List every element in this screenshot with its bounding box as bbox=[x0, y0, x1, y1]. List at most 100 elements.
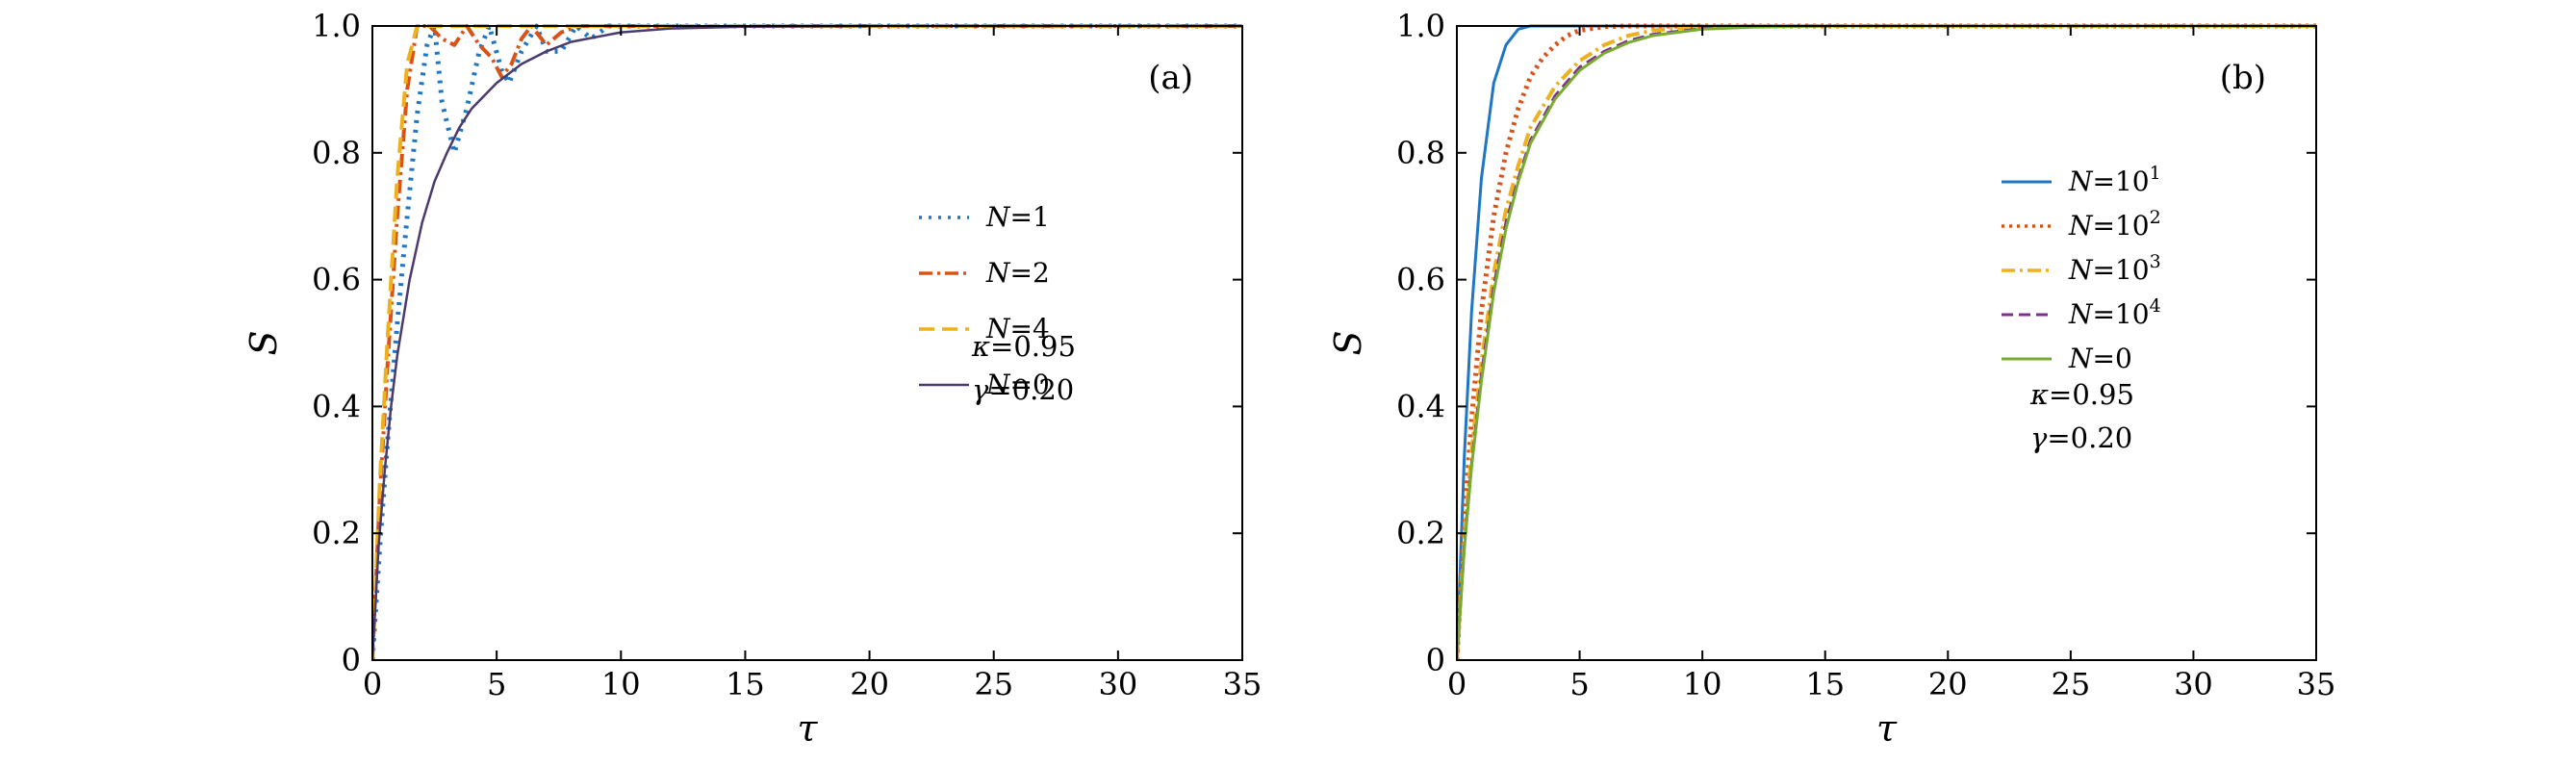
annotation-line-0: κ=0.95 bbox=[971, 330, 1076, 363]
legend: N=1N=2N=4N=0 bbox=[919, 201, 1050, 400]
legend-symbol: N bbox=[2068, 210, 2094, 242]
legend-entry-1: N=2 bbox=[985, 257, 1050, 289]
axes-frame bbox=[1456, 25, 2317, 661]
series-group bbox=[372, 23, 1242, 660]
legend-equals: = bbox=[1010, 201, 1033, 233]
y-tick-label: 0.8 bbox=[1396, 135, 1445, 171]
x-tick-label: 5 bbox=[487, 666, 506, 702]
x-tick-label: 10 bbox=[601, 666, 641, 702]
legend-value: 0 bbox=[1033, 369, 1050, 400]
legend-exponent: 2 bbox=[2150, 207, 2161, 228]
legend-symbol: N bbox=[985, 369, 1011, 400]
legend-equals: = bbox=[2093, 166, 2115, 197]
legend-entry-0: N=1 bbox=[985, 201, 1050, 233]
legend-equals: = bbox=[2093, 254, 2115, 286]
annotation-value: 0.95 bbox=[1013, 330, 1076, 363]
legend-entry-1: N=102 bbox=[2068, 207, 2161, 242]
annotation-equals: = bbox=[2047, 421, 2070, 454]
y-tick-label: 0.4 bbox=[1396, 388, 1445, 424]
x-tick-label: 20 bbox=[850, 666, 889, 702]
y-axis-label: S bbox=[242, 330, 285, 355]
y-tick-label: 1.0 bbox=[312, 8, 361, 44]
x-tick-label: 15 bbox=[1805, 666, 1845, 702]
x-tick-label: 20 bbox=[1928, 666, 1968, 702]
panel-1: 0 5 10 15 20 25 30 3500.20.40.60.81.0τS(b)N=101… bbox=[1327, 8, 2335, 750]
legend-symbol: N bbox=[985, 201, 1011, 233]
annotation-value: 0.95 bbox=[2072, 378, 2134, 411]
x-tick-label: 5 bbox=[1569, 666, 1589, 702]
series-line-2 bbox=[1457, 24, 2316, 660]
annotation-line-1: γ=0.20 bbox=[972, 373, 1074, 406]
x-tick-label: 25 bbox=[2051, 666, 2090, 702]
series-line-3 bbox=[1457, 24, 2316, 660]
y-tick-label: 0.2 bbox=[312, 515, 361, 551]
annotation-equals: = bbox=[988, 373, 1011, 406]
y-axis-label: S bbox=[1327, 330, 1369, 355]
x-tick-label: 35 bbox=[2297, 666, 2336, 702]
legend-value: 10 bbox=[2115, 298, 2150, 330]
legend-entry-0: N=101 bbox=[2068, 163, 2161, 197]
x-tick-label: 30 bbox=[1098, 666, 1137, 702]
legend-entry-2: N=4 bbox=[985, 313, 1050, 344]
legend-exponent: 4 bbox=[2150, 295, 2161, 317]
legend-equals: = bbox=[1010, 257, 1033, 289]
legend-value: 10 bbox=[2115, 254, 2150, 286]
y-tick-label: 0.8 bbox=[312, 135, 361, 171]
y-tick-label: 0 bbox=[342, 642, 361, 678]
y-tick-label: 0.6 bbox=[1396, 262, 1445, 298]
x-tick-label: 30 bbox=[2174, 666, 2213, 702]
series-line-0 bbox=[1457, 24, 2316, 660]
annotation-value: 0.20 bbox=[1012, 373, 1075, 406]
series-line-0 bbox=[372, 23, 1242, 660]
x-tick-label: 10 bbox=[1683, 666, 1722, 702]
x-tick-label: 0 bbox=[1447, 666, 1467, 702]
panel-label: (b) bbox=[2220, 59, 2266, 97]
legend-equals: = bbox=[1010, 313, 1033, 344]
legend-value: 10 bbox=[2115, 166, 2150, 197]
x-tick-label: 25 bbox=[974, 666, 1013, 702]
series-line-1 bbox=[372, 24, 1242, 660]
legend-value: 0 bbox=[2115, 343, 2132, 374]
panel-label: (a) bbox=[1148, 59, 1193, 97]
series-line-2 bbox=[372, 24, 1242, 660]
legend-value: 10 bbox=[2115, 210, 2150, 242]
legend-symbol: N bbox=[2068, 166, 2094, 197]
panel-0: 0 5 10 15 20 25 30 3500.20.40.60.81.0τS(a)N=1N=… bbox=[242, 8, 1262, 750]
series-line-1 bbox=[1457, 23, 2316, 660]
y-tick-label: 0.6 bbox=[312, 262, 361, 298]
annotation-value: 0.20 bbox=[2071, 421, 2133, 454]
y-tick-label: 0.2 bbox=[1396, 515, 1445, 551]
legend-symbol: N bbox=[985, 313, 1011, 344]
legend-equals: = bbox=[1010, 369, 1033, 400]
legend-symbol: N bbox=[2068, 343, 2094, 374]
x-axis-label: τ bbox=[1876, 707, 1898, 750]
x-tick-label: 15 bbox=[726, 666, 765, 702]
legend-symbol: N bbox=[2068, 254, 2094, 286]
legend-equals: = bbox=[2093, 210, 2115, 242]
y-tick-label: 0.4 bbox=[312, 388, 361, 424]
x-tick-label: 35 bbox=[1223, 666, 1262, 702]
legend-exponent: 1 bbox=[2150, 163, 2161, 184]
annotation-line-0: κ=0.95 bbox=[2029, 378, 2134, 411]
y-tick-label: 1.0 bbox=[1396, 8, 1445, 44]
legend-value: 1 bbox=[1033, 201, 1050, 233]
annotation-equals: = bbox=[990, 330, 1013, 363]
annotation-equals: = bbox=[2049, 378, 2072, 411]
x-tick-label: 0 bbox=[363, 666, 382, 702]
annotation-symbol: γ bbox=[972, 373, 989, 406]
legend-value: 4 bbox=[1033, 313, 1050, 344]
annotation-symbol: κ bbox=[2029, 378, 2049, 411]
series-group bbox=[1457, 23, 2316, 660]
series-line-3 bbox=[372, 24, 1242, 660]
legend-symbol: N bbox=[985, 257, 1011, 289]
x-axis-label: τ bbox=[797, 707, 818, 750]
legend-entry-3: N=0 bbox=[985, 369, 1050, 400]
legend-entry-3: N=104 bbox=[2068, 295, 2161, 330]
legend-value: 2 bbox=[1033, 257, 1050, 289]
legend-entry-2: N=103 bbox=[2068, 251, 2161, 286]
annotation-symbol: κ bbox=[971, 330, 990, 363]
y-tick-label: 0 bbox=[1426, 642, 1445, 678]
legend-exponent: 3 bbox=[2150, 251, 2161, 272]
